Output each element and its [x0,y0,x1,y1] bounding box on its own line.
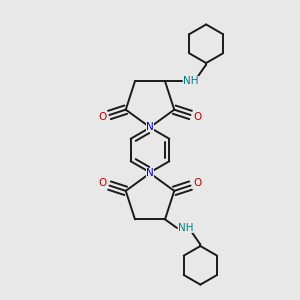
Text: NH: NH [178,223,194,233]
Text: O: O [193,112,201,122]
Text: O: O [99,112,107,122]
Text: N: N [146,168,154,178]
Text: N: N [146,122,154,132]
Text: O: O [99,178,107,188]
Text: NH: NH [183,76,199,86]
Text: O: O [193,178,201,188]
